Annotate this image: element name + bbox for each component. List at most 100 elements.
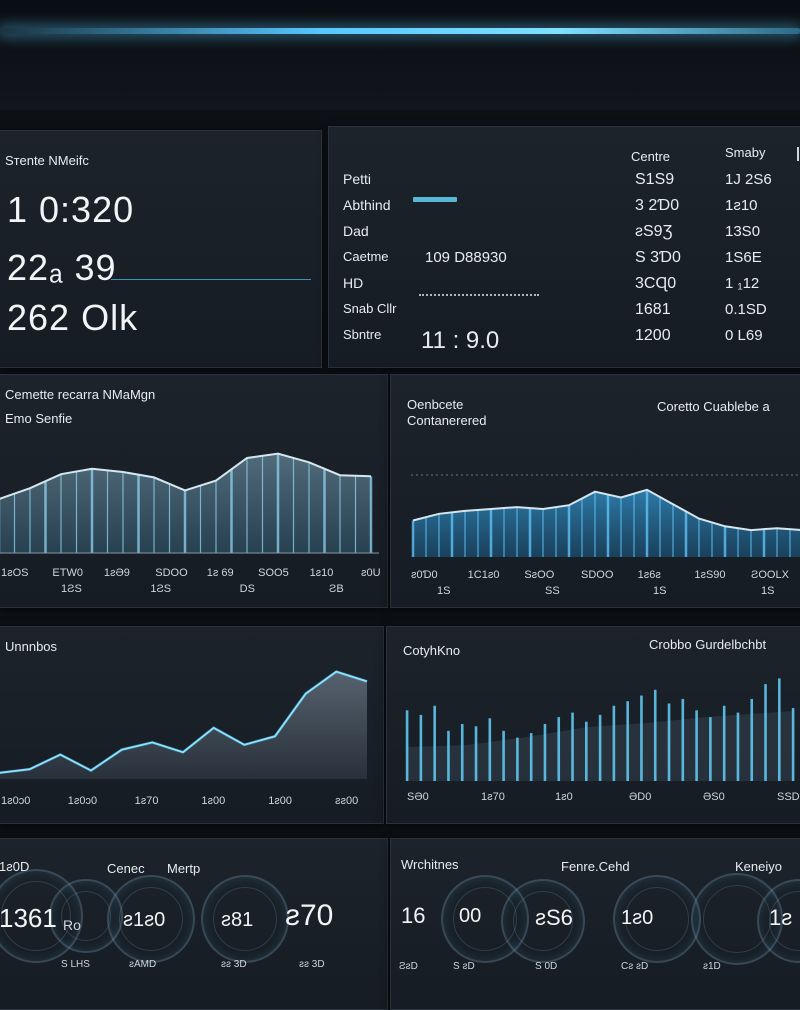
gauge-right-value-2: 00 [459,905,482,927]
area-chart-right-panel: Oenbcete Contanerered Coretto Cuablebe a… [390,374,800,608]
area-left-tick-sub: ƧB [329,583,344,595]
list-row-label: Dad [343,223,369,239]
bar [626,701,629,781]
list-row-label: Caetme [343,249,389,264]
list-row-smaby-value: 1 ₁12 [725,275,760,292]
area-chart-right [411,474,800,557]
list-row-smaby-value: 0.1SD [725,301,767,318]
area-left-tick-sub: DS [239,583,255,595]
bar [653,689,657,781]
bar-tick: SSD [777,791,800,803]
list-row-extra: 109 D88930 [425,249,507,266]
area-left-subtitle: Emo Senfie [5,411,73,426]
line-chart-title: Unnnbos [5,639,58,654]
bar [460,724,464,781]
line-chart-panel: Unnnbos 1ƨ0ɔ0 1ƨ0ɔ0 1ƨ70 1ƨ00 1ƨ00 ƨƨ00 [0,626,384,824]
bar [640,695,643,781]
area-right-tick-sub: 1S [437,585,451,597]
gauge-left-value-1-small: Ro [63,917,81,933]
bar [529,733,533,781]
bar-tick: 1ƨ70 [481,791,505,803]
list-header-marker [797,147,799,161]
gauge-left-sub-4: ƨƨ 3D [299,959,325,970]
area-right-tick: SƨOO [524,569,555,581]
bar [543,724,547,781]
gauge-left-sub-2: ƨAMD [129,959,157,970]
gauges-left-label-3: Mertp [167,861,201,876]
list-row-label: Sbntre [343,327,382,342]
line-tick: ƨƨ00 [335,795,359,807]
kpi-panel: Ѕтеnte NMeifc 1 0:320 22ₐ 39 262 Olk [0,130,322,368]
area-right-tick: SDOO [581,569,614,581]
list-row-smaby-value: 1ƨ10 [725,197,758,214]
bar [612,705,616,781]
list-row-centre-value: ƨS9Ʒ [635,223,673,240]
line-series [0,670,368,774]
gauges-right-label-2: Fenre.Cehd [561,859,630,874]
gauges-right-panel: Wrchitnes Fenre.Cehd Keneiyo 16 00 ƨS6 1… [390,838,800,1010]
list-row-smaby-value: 0 L69 [725,327,763,344]
area-right-label: Coretto Cuablebe a [657,399,770,414]
gauge-left-value-3: ƨ81 [221,909,254,931]
area-left-tick-sub: 1ƧS [150,583,172,595]
bar [571,712,574,781]
gauges-left-label-2: Cenec [107,861,145,876]
gauge-left-value-4: ƨ70 [285,899,334,932]
gauge-right-sub-4: Cƨ ƨD [621,961,649,972]
gauge-ring-4 [201,875,289,963]
kpi-panel-title: Ѕтеnte NMeifc [5,153,89,168]
list-header-smaby: Smaby [725,145,766,160]
area-left-tick-sub: 1ƧS [61,583,82,595]
kpi-value-2: 22ₐ 39 [7,247,117,288]
area-right-tick: 1ƨS90 [694,569,726,581]
gauge-left-sub-3: ƨƨ 3D [221,959,247,970]
area-line [0,452,372,500]
bar [681,698,685,781]
area-right-tick: ƧOOLX [751,569,789,581]
list-row-centre-value: 3 2Ɗ0 [635,197,680,214]
bar-tick: SƏ0 [407,791,429,803]
list-row-extra: 11 : 9.0 [421,327,500,354]
area-left-tick: SOO5 [258,567,289,579]
bar [516,737,519,781]
accent-dash [413,197,457,202]
bar-chart [405,678,795,781]
bar [433,705,436,781]
area-left-tick: 1ƨOS [1,567,29,579]
bar [488,718,492,781]
bar [667,703,671,781]
gauge-right-value-4: 1ƨ0 [621,907,654,929]
gauge-right-ring-2 [501,879,585,963]
bar [447,730,450,781]
list-row-centre-value: 3CɊ0 [635,275,677,292]
bar [405,710,409,781]
area-left-tick: ETW0 [52,567,83,579]
area-right-tick-sub: 1S [761,585,775,597]
area-right-tick-sub: 1S [653,585,667,597]
area-right-tick: 1ƨ6ƨ [637,569,661,581]
bar [419,714,423,781]
area-left-tick: 1ƨ10 [309,567,334,579]
gauge-right-sub-1: ƧƨD [399,961,418,972]
area-left-tick: ƨ0U [361,567,381,579]
area-right-tick: 1C1ƨ0 [467,569,500,581]
list-row-smaby-value: 1S6E [725,249,762,266]
bar [585,721,588,781]
list-panel: Centre Smaby Petti S1S9 1J 2S6 Abthind 3 2Ɗ0… [328,126,800,368]
bar-chart-right-label: Crobbo Gurdelbchbt [649,637,767,652]
bar [695,710,698,781]
line-tick: 1ƨ70 [134,795,159,807]
area-fill [413,489,800,557]
bar-chart-title: CotyhKno [403,643,461,658]
gauge-left-sub-1: S LHS [61,959,90,970]
gauge-right-value-5: 1ƨ [769,905,793,930]
list-header-centre: Centre [631,149,671,164]
bar [778,678,781,781]
gauge-right-sub-3: S 0D [535,961,558,972]
bar [736,712,740,781]
gauge-right-sub-2: S ƨD [453,961,475,972]
area-line [412,488,800,532]
kpi-divider [111,279,311,280]
area-chart-left [0,452,379,554]
list-row-centre-value: 1681 [635,301,671,318]
